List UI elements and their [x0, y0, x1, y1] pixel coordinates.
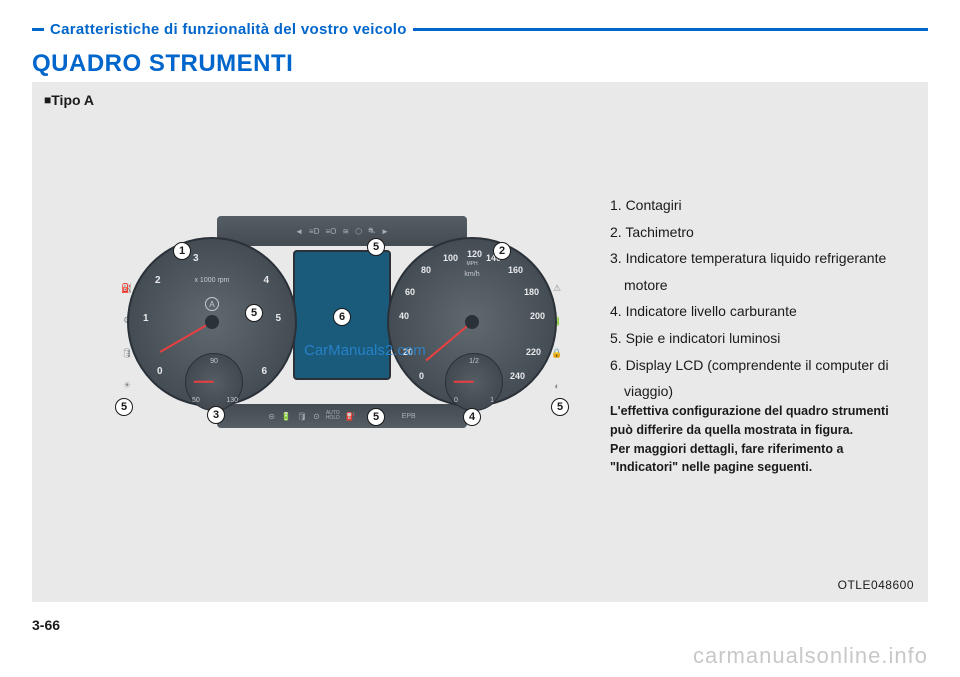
warning-icon: ⚠ — [553, 283, 561, 294]
tach-4: 4 — [263, 275, 269, 286]
callout-2: 2 — [493, 242, 511, 260]
top-indicator-strip: ◄ ≡D ≡O ≋ ⬡ ⛐ ► — [217, 216, 467, 246]
legend-item: 6. Display LCD (comprendente il computer… — [610, 352, 910, 405]
indicator-icon: 🛢 — [297, 412, 307, 421]
temp-gauge: 50 90 130 — [185, 353, 243, 411]
callout-6: 6 — [333, 308, 351, 326]
indicator-icon: ⛽ — [346, 412, 356, 421]
footer-watermark: carmanualsonline.info — [693, 643, 928, 669]
fuel-mid: 1/2 — [469, 358, 479, 365]
tachometer-gauge: 0 1 2 3 4 5 6 x 1000 rpm A 50 90 130 — [127, 237, 297, 407]
header-line-right — [413, 28, 928, 31]
spd-unit-mph: MPH — [466, 261, 477, 267]
callout-5a: 5 — [367, 238, 385, 256]
legend-item: 3. Indicatore temperatura liquido refrig… — [610, 245, 910, 298]
figure-note: L'effettiva configurazione del quadro st… — [610, 402, 910, 477]
tach-2: 2 — [155, 275, 161, 286]
spd-60: 60 — [405, 287, 415, 297]
tach-5: 5 — [275, 313, 281, 324]
fuel-min: 0 — [454, 397, 458, 404]
indicator-icon: ≡O — [325, 227, 336, 236]
tach-3: 3 — [193, 253, 199, 264]
fuel-max: 1 — [490, 397, 494, 404]
spd-hub — [465, 315, 479, 329]
callout-4: 4 — [463, 408, 481, 426]
spd-40: 40 — [399, 311, 409, 321]
tach-needle — [160, 321, 213, 353]
spd-160: 160 — [508, 265, 523, 275]
legend-item: 4. Indicatore livello carburante — [610, 298, 910, 325]
temp-max: 130 — [226, 397, 238, 404]
tach-6: 6 — [261, 366, 267, 377]
indicator-icon: ≋ — [342, 227, 349, 236]
spd-120: 120 — [467, 249, 482, 259]
legend-item: 5. Spie e indicatori luminosi — [610, 325, 910, 352]
figure-area: ■Tipo A ⛽ ⚙ 🛢 ☀ ⚠ 🔋 🔒 ◐ ◄ ≡D ≡O ≋ ⬡ ⛐ ► … — [32, 82, 928, 602]
callout-5e: 5 — [551, 398, 569, 416]
spd-0: 0 — [419, 371, 424, 381]
bottom-indicator-strip: ⊝ 🔋 🛢 ⊙ AUTOHOLD ⛽ EPB — [217, 404, 467, 428]
spd-180: 180 — [524, 287, 539, 297]
turn-right-icon: ► — [381, 227, 389, 236]
temp-mid: 90 — [210, 358, 218, 365]
indicator-icon: ≡D — [309, 227, 319, 236]
callout-5c: 5 — [245, 304, 263, 322]
spd-unit: km/h — [464, 271, 479, 278]
spd-80: 80 — [421, 265, 431, 275]
tach-hub — [205, 315, 219, 329]
figure-code: OTLE048600 — [838, 578, 914, 592]
warning-icon: ⛽ — [121, 283, 132, 294]
breadcrumb: Caratteristiche di funzionalità del vost… — [44, 21, 413, 38]
spd-220: 220 — [526, 347, 541, 357]
temp-needle — [194, 381, 214, 383]
fuel-gauge: 0 1/2 1 — [445, 353, 503, 411]
spd-200: 200 — [530, 311, 545, 321]
callout-5d: 5 — [115, 398, 133, 416]
type-text: Tipo A — [51, 92, 94, 108]
callout-5b: 5 — [367, 408, 385, 426]
fuel-needle — [454, 381, 474, 383]
temp-min: 50 — [192, 397, 200, 404]
spd-100: 100 — [443, 253, 458, 263]
auto-stop-icon: A — [205, 297, 219, 311]
auto-hold-label: AUTOHOLD — [326, 411, 340, 421]
page-title: QUADRO STRUMENTI — [32, 50, 293, 78]
legend-item: 2. Tachimetro — [610, 219, 910, 246]
header-line-left — [32, 28, 44, 31]
legend-item: 1. Contagiri — [610, 192, 910, 219]
tach-1: 1 — [143, 313, 149, 324]
warning-icon: 🔒 — [551, 348, 562, 359]
spd-240: 240 — [510, 371, 525, 381]
indicator-icon: ⊙ — [313, 412, 320, 421]
indicator-icon: ⛐ — [368, 226, 375, 236]
speedometer-gauge: 0 20 40 60 80 100 120 140 160 180 200 22… — [387, 237, 557, 407]
tach-unit: x 1000 rpm — [194, 277, 229, 284]
tach-0: 0 — [157, 366, 163, 377]
indicator-icon: 🔋 — [281, 412, 291, 421]
warning-icon: ◐ — [554, 381, 559, 391]
instrument-cluster: ⛽ ⚙ 🛢 ☀ ⚠ 🔋 🔒 ◐ ◄ ≡D ≡O ≋ ⬡ ⛐ ► ⊝ 🔋 🛢 ⊙ … — [127, 212, 557, 432]
image-watermark: CarManuals2.com — [304, 342, 426, 359]
figure-type-label: ■Tipo A — [44, 92, 94, 108]
callout-1: 1 — [173, 242, 191, 260]
callout-3: 3 — [207, 406, 225, 424]
header-bar: Caratteristiche di funzionalità del vost… — [32, 18, 928, 40]
page-number: 3-66 — [32, 617, 60, 633]
epb-label: EPB — [402, 413, 416, 420]
figure-legend: 1. Contagiri 2. Tachimetro 3. Indicatore… — [610, 192, 910, 405]
indicator-icon: ⬡ — [355, 227, 362, 236]
indicator-icon: ⊝ — [268, 412, 275, 421]
turn-left-icon: ◄ — [295, 227, 303, 236]
warning-icon: ☀ — [123, 380, 131, 391]
